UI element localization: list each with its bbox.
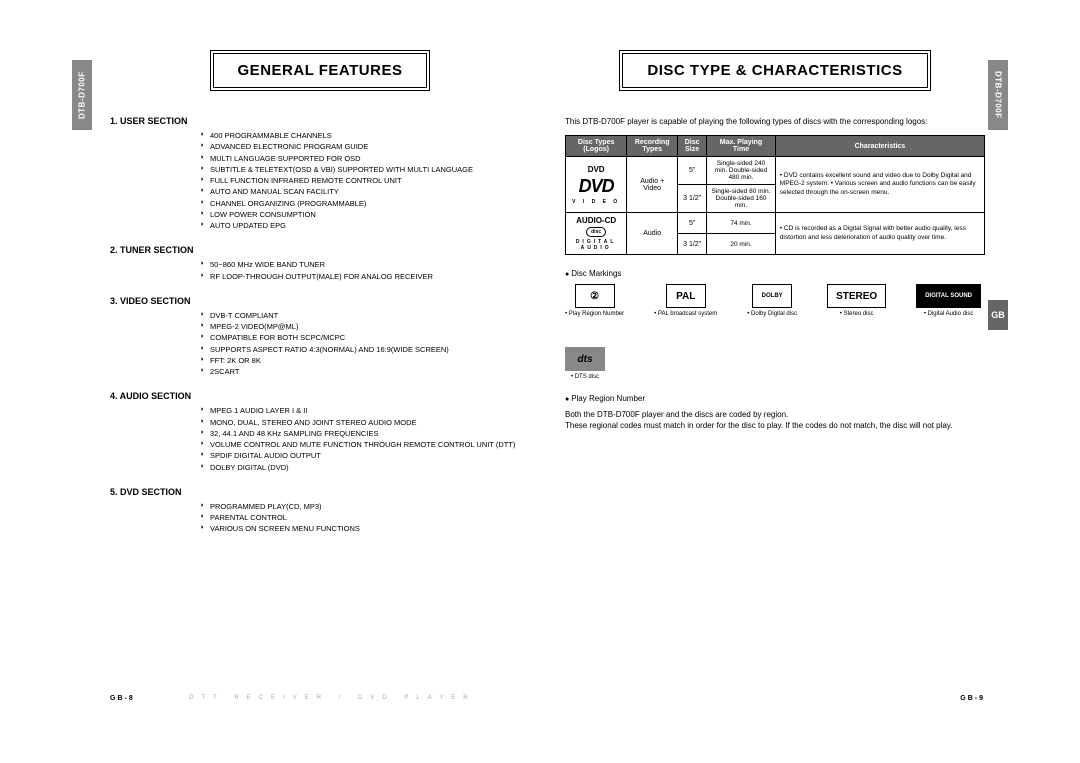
region-head: Play Region Number [565,394,985,403]
table-header: Max. Playing Time [707,136,776,157]
marking-box: ② [575,284,615,308]
marking-item: DIGITAL SOUND • Digital Audio disc [916,284,981,317]
feature-item: FFT: 2K OR 8K [200,355,530,366]
size-cell: 5" [678,157,707,185]
marking-item: DOLBY • Dolby Digital disc [747,284,797,317]
char-cell: • CD is recorded as a Digital Signal wit… [775,213,984,255]
section-head: 1. USER SECTION [110,116,530,126]
feature-list: PROGRAMMED PLAY(CD, MP3)PARENTAL CONTROL… [110,501,530,535]
marking-box: STEREO [827,284,886,308]
size-cell: 3 1/2" [678,234,707,255]
feature-item: FULL FUNCTION INFRARED REMOTE CONTROL UN… [200,175,530,186]
section-head: 2. TUNER SECTION [110,245,530,255]
marking-box: DOLBY [752,284,792,308]
marking-caption: • PAL broadcast system [654,311,717,317]
feature-item: COMPATIBLE FOR BOTH SCPC/MCPC [200,332,530,343]
marking-box: PAL [666,284,706,308]
table-header: Characteristics [775,136,984,157]
feature-item: MPEG-2 VIDEO(MP@ML) [200,321,530,332]
footer-mid-text: DTT RECEIVER / DVD PLAYER [189,695,475,702]
intro-text: This DTB-D700F player is capable of play… [565,116,985,127]
disc-type-cell: AUDIO-CDdiscDIGITAL AUDIO [566,213,627,255]
gb-tab: GB [988,300,1008,330]
table-row: DVDDVDV I D E OAudio + Video5"Single-sid… [566,157,985,185]
feature-item: 50~860 MHz WIDE BAND TUNER [200,259,530,270]
markings-row: ② • Play Region Number PAL • PAL broadcast … [565,284,985,380]
feature-item: MULTI LANGUAGE SUPPORTED FOR OSD [200,153,530,164]
marking-item: ② • Play Region Number [565,284,624,317]
time-cell: 74 min. [707,213,776,234]
feature-item: CHANNEL ORGANIZING (PROGRAMMABLE) [200,198,530,209]
feature-list: 50~860 MHz WIDE BAND TUNERRF LOOP-THROUG… [110,259,530,282]
marking-caption: • Stereo disc [840,311,874,317]
feature-item: VOLUME CONTROL AND MUTE FUNCTION THROUGH… [200,439,530,450]
table-header: Recording Types [627,136,678,157]
markings-head: Disc Markings [565,269,985,278]
left-title: GENERAL FEATURES [210,50,431,91]
feature-list: MPEG 1 AUDIO LAYER I & IIMONO, DUAL, STE… [110,405,530,473]
marking-caption: • Digital Audio disc [924,311,973,317]
feature-item: VARIOUS ON SCREEN MENU FUNCTIONS [200,523,530,534]
marking-caption: • DTS disc [571,374,599,380]
marking-box: DIGITAL SOUND [916,284,981,308]
feature-item: 32, 44.1 AND 48 KHz SAMPLING FREQUENCIES [200,428,530,439]
feature-item: PARENTAL CONTROL [200,512,530,523]
feature-item: 2SCART [200,366,530,377]
marking-box: dts [565,347,605,371]
feature-item: AUTO UPDATED EPG [200,220,530,231]
feature-item: PROGRAMMED PLAY(CD, MP3) [200,501,530,512]
region-text: Both the DTB-D700F player and the discs … [565,409,985,431]
feature-item: LOW POWER CONSUMPTION [200,209,530,220]
right-title: DISC TYPE & CHARACTERISTICS [619,50,930,91]
model-tab-left: DTB-D700F [72,60,92,130]
feature-item: AUTO AND MANUAL SCAN FACILITY [200,186,530,197]
feature-item: 400 PROGRAMMABLE CHANNELS [200,130,530,141]
model-tab-right: DTB-D700F [988,60,1008,130]
disc-type-cell: DVDDVDV I D E O [566,157,627,213]
rec-type-cell: Audio + Video [627,157,678,213]
feature-list: DVB-T COMPLIANTMPEG-2 VIDEO(MP@ML)COMPAT… [110,310,530,378]
char-cell: • DVD contains excellent sound and video… [775,157,984,213]
feature-item: SUBTITLE & TELETEXT(OSD & VBI) SUPPORTED… [200,164,530,175]
feature-item: DVB-T COMPLIANT [200,310,530,321]
disc-table: Disc Types (Logos)Recording TypesDisc Si… [565,135,985,255]
time-cell: 20 min. [707,234,776,255]
marking-item: STEREO • Stereo disc [827,284,886,317]
marking-caption: • Play Region Number [565,311,624,317]
feature-item: SPDIF DIGITAL AUDIO OUTPUT [200,450,530,461]
feature-item: ADVANCED ELECTRONIC PROGRAM GUIDE [200,141,530,152]
size-cell: 3 1/2" [678,185,707,213]
right-page-num: GB-9 [960,695,985,702]
time-cell: Single-sided 80 min. Double-sided 160 mi… [707,185,776,213]
table-header: Disc Size [678,136,707,157]
section-head: 5. DVD SECTION [110,487,530,497]
left-page-num: GB-8 [110,695,135,702]
feature-item: MPEG 1 AUDIO LAYER I & II [200,405,530,416]
feature-list: 400 PROGRAMMABLE CHANNELSADVANCED ELECTR… [110,130,530,231]
marking-item: PAL • PAL broadcast system [654,284,717,317]
page-right: DISC TYPE & CHARACTERISTICS This DTB-D70… [565,50,985,710]
left-footer: GB-8 DTT RECEIVER / DVD PLAYER [110,695,530,702]
rec-type-cell: Audio [627,213,678,255]
feature-item: SUPPORTS ASPECT RATIO 4:3(NORMAL) AND 16… [200,344,530,355]
feature-item: DOLBY DIGITAL (DVD) [200,462,530,473]
table-row: AUDIO-CDdiscDIGITAL AUDIOAudio5"74 min.•… [566,213,985,234]
table-header: Disc Types (Logos) [566,136,627,157]
feature-item: RF LOOP-THROUGH OUTPUT(MALE) FOR ANALOG … [200,271,530,282]
section-head: 3. VIDEO SECTION [110,296,530,306]
marking-caption: • Dolby Digital disc [747,311,797,317]
right-footer: GB-9 [565,695,985,702]
feature-item: MONO, DUAL, STEREO AND JOINT STEREO AUDI… [200,417,530,428]
size-cell: 5" [678,213,707,234]
time-cell: Single-sided 240 min. Double-sided 480 m… [707,157,776,185]
page-left: GENERAL FEATURES 1. USER SECTION 400 PROG… [110,50,530,710]
marking-item: dts • DTS disc [565,347,605,380]
section-head: 4. AUDIO SECTION [110,391,530,401]
